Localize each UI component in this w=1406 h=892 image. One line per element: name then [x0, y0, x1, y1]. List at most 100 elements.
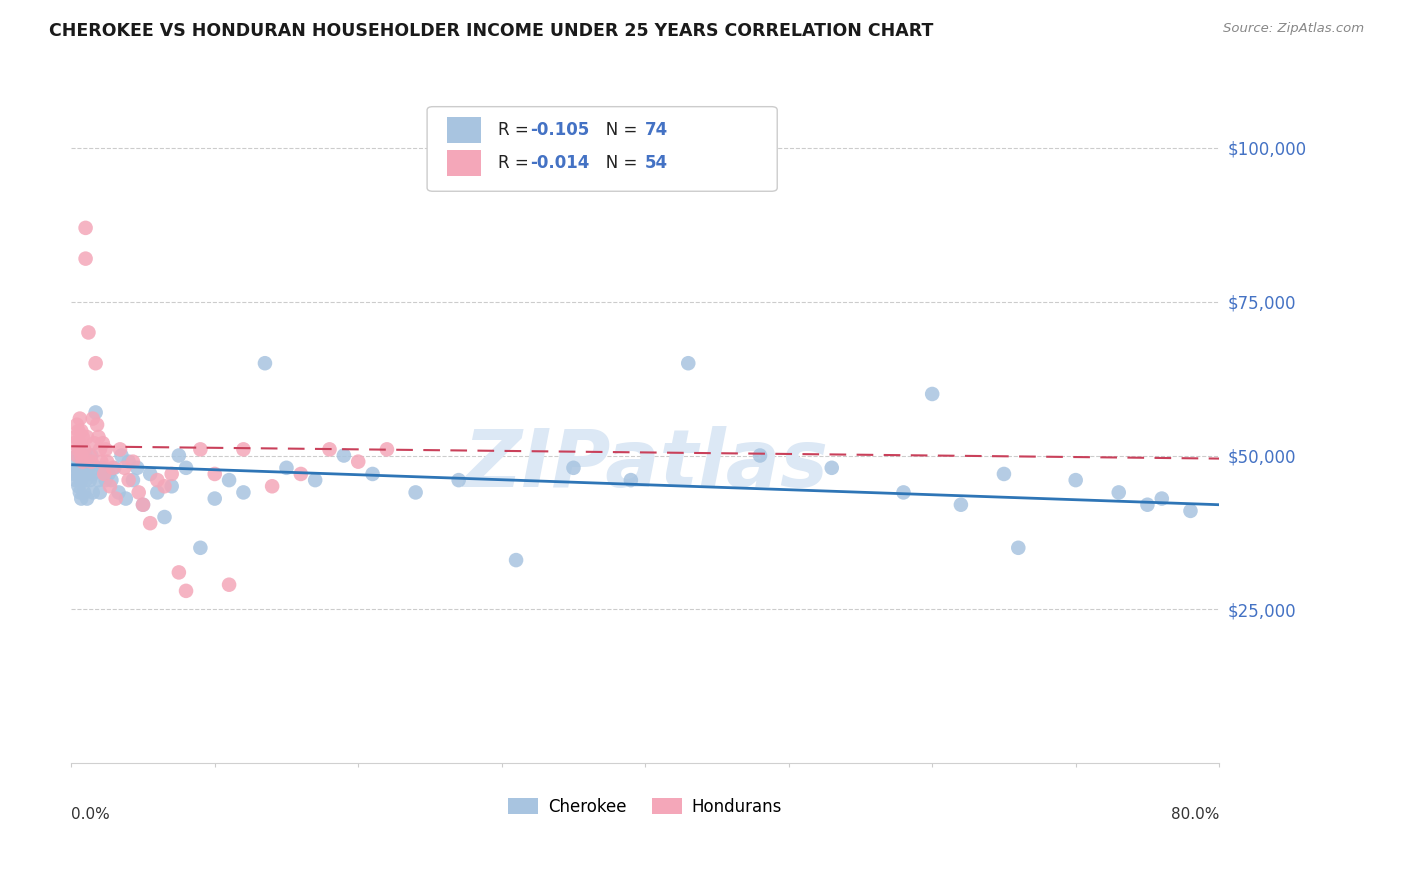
Point — [304, 473, 326, 487]
Point — [108, 442, 131, 457]
Point — [620, 473, 643, 487]
Point — [73, 485, 96, 500]
Point — [91, 460, 114, 475]
Text: N =: N = — [591, 153, 643, 172]
Text: -0.014: -0.014 — [530, 153, 589, 172]
Text: Source: ZipAtlas.com: Source: ZipAtlas.com — [1223, 22, 1364, 36]
Point — [96, 455, 118, 469]
Text: R =: R = — [498, 121, 534, 139]
Point — [112, 460, 135, 475]
Point — [101, 460, 124, 475]
Point — [749, 449, 772, 463]
Point — [1150, 491, 1173, 506]
Point — [70, 449, 93, 463]
Point — [103, 460, 125, 475]
Point — [94, 473, 117, 487]
Point — [122, 455, 145, 469]
Point — [117, 473, 139, 487]
Point — [90, 455, 112, 469]
Point — [562, 460, 585, 475]
Text: -0.105: -0.105 — [530, 121, 589, 139]
Point — [76, 467, 98, 481]
Point — [66, 449, 89, 463]
Point — [117, 455, 139, 469]
Point — [94, 442, 117, 457]
Point — [67, 442, 90, 457]
Point — [65, 455, 87, 469]
Point — [204, 467, 226, 481]
Point — [75, 220, 97, 235]
Point — [276, 460, 298, 475]
Point — [91, 436, 114, 450]
Point — [87, 473, 110, 487]
Point — [253, 356, 276, 370]
Text: R =: R = — [498, 153, 534, 172]
Point — [89, 485, 111, 500]
Point — [1064, 473, 1087, 487]
Point — [66, 460, 89, 475]
Point — [232, 442, 254, 457]
Point — [290, 467, 312, 481]
Point — [1180, 504, 1202, 518]
Text: 80.0%: 80.0% — [1171, 807, 1219, 822]
Point — [821, 460, 844, 475]
Point — [73, 460, 96, 475]
Point — [132, 498, 155, 512]
Point — [72, 455, 94, 469]
Text: ZIPatlas: ZIPatlas — [463, 426, 828, 504]
Point — [70, 491, 93, 506]
FancyBboxPatch shape — [447, 118, 481, 144]
Point — [80, 449, 103, 463]
Point — [86, 460, 108, 475]
Point — [153, 479, 176, 493]
Point — [79, 473, 101, 487]
Point — [132, 498, 155, 512]
Point — [66, 417, 89, 432]
Point — [122, 473, 145, 487]
Point — [204, 491, 226, 506]
Point — [146, 485, 169, 500]
Point — [67, 424, 90, 438]
Point — [66, 449, 89, 463]
Point — [70, 473, 93, 487]
FancyBboxPatch shape — [427, 107, 778, 191]
Point — [82, 467, 104, 481]
Point — [110, 449, 132, 463]
Point — [97, 467, 120, 481]
Point — [70, 449, 93, 463]
Point — [69, 436, 91, 450]
Point — [75, 473, 97, 487]
Point — [75, 449, 97, 463]
Point — [893, 485, 915, 500]
Point — [77, 460, 100, 475]
Point — [375, 442, 398, 457]
Point — [76, 491, 98, 506]
Point — [79, 449, 101, 463]
Point — [218, 578, 240, 592]
Point — [127, 460, 149, 475]
Point — [89, 442, 111, 457]
Text: N =: N = — [591, 121, 643, 139]
Point — [167, 449, 190, 463]
Point — [70, 424, 93, 438]
Point — [190, 442, 212, 457]
Point — [921, 387, 943, 401]
Point — [1007, 541, 1029, 555]
Text: 54: 54 — [645, 153, 668, 172]
Point — [93, 467, 115, 481]
Point — [98, 479, 121, 493]
Point — [84, 356, 107, 370]
Point — [67, 467, 90, 481]
Point — [104, 491, 127, 506]
Point — [69, 411, 91, 425]
Text: 0.0%: 0.0% — [72, 807, 110, 822]
Point — [678, 356, 700, 370]
Point — [83, 436, 105, 450]
FancyBboxPatch shape — [447, 150, 481, 176]
Point — [107, 485, 129, 500]
Point — [146, 473, 169, 487]
Point — [69, 460, 91, 475]
Point — [139, 516, 162, 531]
Point — [80, 455, 103, 469]
Point — [174, 583, 197, 598]
